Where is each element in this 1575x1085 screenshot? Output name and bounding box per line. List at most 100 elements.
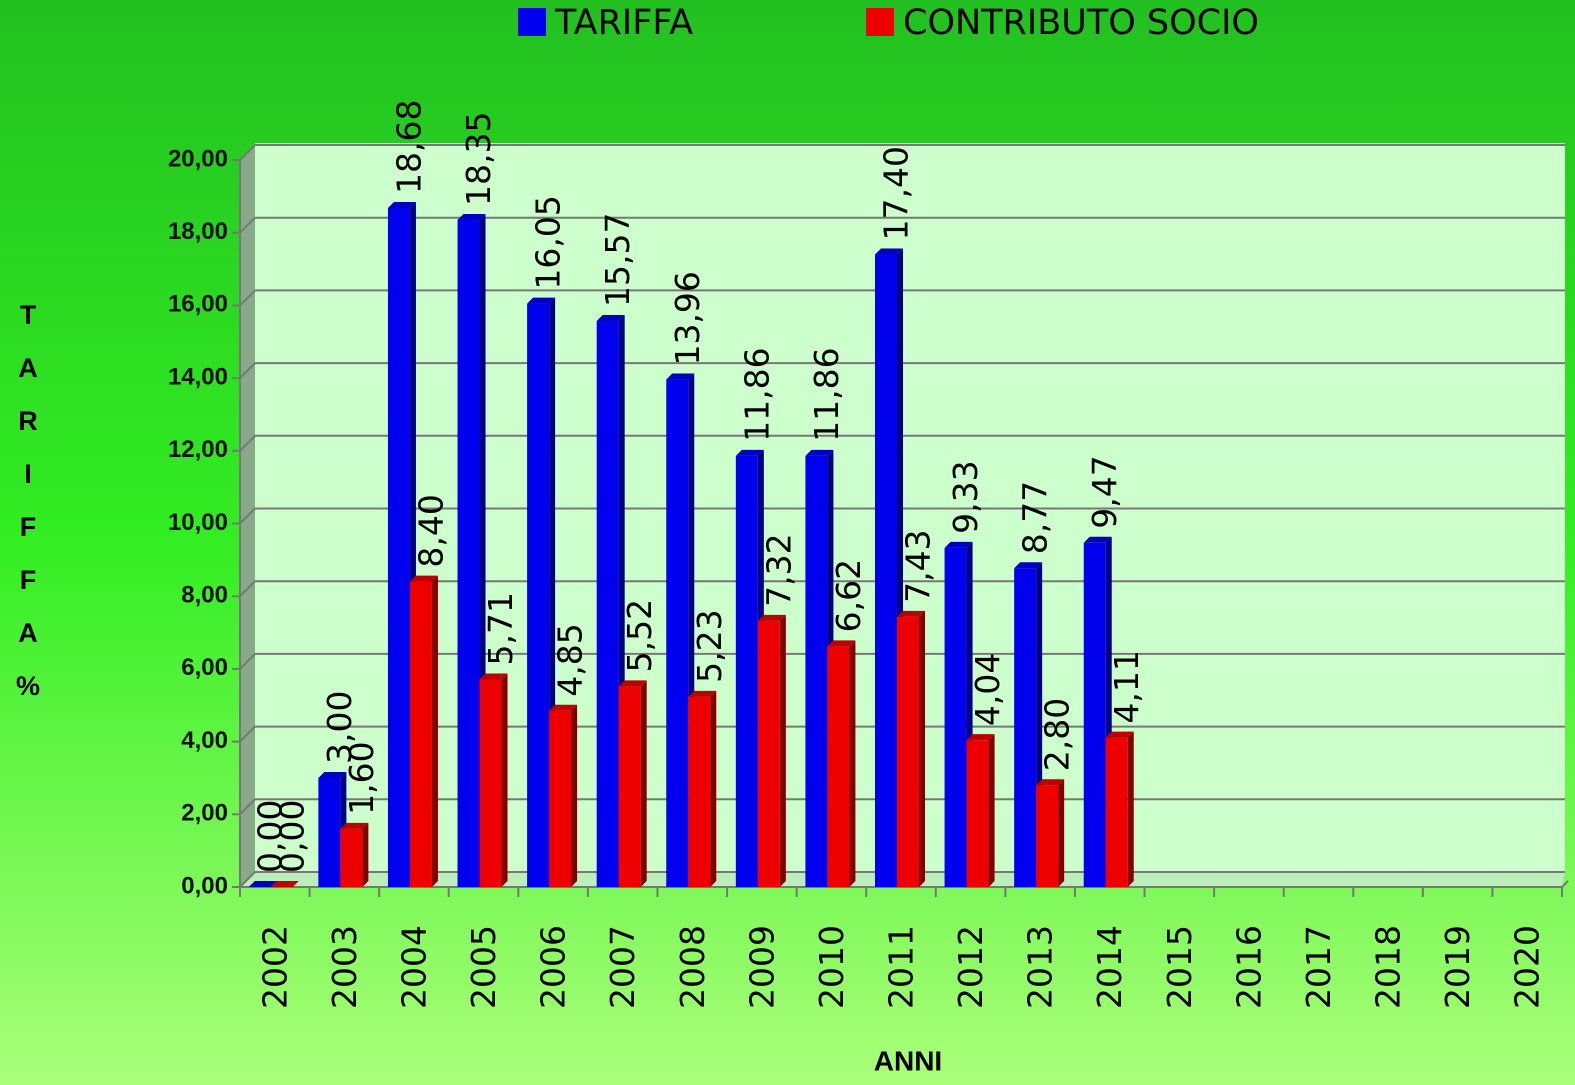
bar-face	[897, 616, 919, 887]
bar-face	[596, 315, 625, 322]
bar-face	[362, 822, 369, 887]
bar-face	[457, 219, 480, 888]
grid-line	[239, 580, 256, 597]
data-label: 4,11	[1107, 650, 1146, 723]
data-label: 4,85	[551, 623, 590, 696]
bar-face	[618, 686, 641, 887]
bar-face	[666, 373, 695, 380]
bar-face	[805, 449, 834, 456]
bar-face	[897, 610, 925, 617]
data-label: 11,86	[807, 347, 846, 441]
data-label: 16,05	[529, 195, 568, 289]
bar-face	[827, 646, 850, 887]
bar-face	[966, 734, 995, 741]
bar-face	[1105, 737, 1128, 887]
bar-face	[875, 254, 897, 887]
data-label: 7,32	[759, 533, 798, 606]
bar-face	[966, 740, 989, 887]
y-tick-label: 4,00	[181, 727, 228, 754]
bar-face	[779, 614, 786, 887]
bar	[827, 640, 856, 887]
bar-face	[571, 704, 578, 887]
data-label: 7,43	[899, 529, 938, 602]
bar	[549, 704, 578, 887]
data-label: 1,60	[342, 741, 381, 814]
data-label: 2,80	[1038, 698, 1077, 771]
bar-face	[387, 207, 410, 887]
y-tick-label: 14,00	[168, 363, 228, 390]
bar-face	[988, 734, 995, 887]
x-tick-label: 2005	[464, 925, 503, 1009]
bar-face	[1058, 779, 1065, 887]
legend-label: CONTRIBUTO SOCIO	[903, 3, 1259, 43]
data-label: 17,40	[877, 146, 916, 240]
y-tick-label: 0,00	[181, 872, 228, 899]
bar	[248, 881, 277, 887]
bar-face	[1105, 731, 1134, 738]
grid-line	[239, 362, 256, 379]
bar-face	[596, 321, 619, 887]
bar-face	[479, 673, 508, 680]
bar-face	[919, 610, 925, 887]
x-tick-label: 2009	[742, 925, 781, 1009]
bar-face	[805, 455, 828, 887]
bar-face	[1014, 562, 1043, 569]
x-tick-label: 2003	[325, 925, 364, 1009]
bar	[757, 614, 786, 887]
legend-swatch	[866, 8, 894, 36]
bar-face	[431, 575, 438, 887]
bar-face	[501, 673, 508, 887]
x-tick-label: 2012	[951, 925, 990, 1009]
x-tick-label: 2008	[673, 925, 712, 1009]
bar	[270, 881, 299, 887]
data-label: 0,00	[250, 800, 289, 873]
bar	[1036, 779, 1065, 887]
data-label: 15,57	[598, 213, 637, 307]
bar-face	[1014, 568, 1037, 887]
bar-face	[527, 303, 550, 887]
data-label: 8,40	[411, 494, 450, 567]
x-tick-label: 2016	[1229, 925, 1268, 1009]
data-label: 0,00	[272, 800, 311, 873]
x-tick-label: 2011	[882, 925, 921, 1009]
data-label: 8,77	[1016, 481, 1055, 554]
grid-line	[239, 798, 256, 816]
bar-face	[1083, 542, 1106, 887]
bar-face	[688, 696, 711, 887]
bar-face	[248, 881, 277, 887]
x-axis-title: ANNI	[874, 1045, 942, 1076]
grid-line	[239, 216, 256, 234]
y-axis-title: TARIFFA%	[13, 300, 43, 724]
bar	[1105, 731, 1134, 887]
grid-line	[239, 435, 256, 452]
bar-face	[618, 680, 647, 687]
bar-face	[1036, 785, 1059, 887]
grid-line	[239, 507, 256, 525]
data-label: 4,04	[968, 653, 1007, 726]
x-axis	[1561, 880, 1569, 888]
bar-face	[387, 201, 416, 208]
bar-face	[479, 679, 502, 887]
data-label: 13,96	[668, 271, 707, 365]
data-label: 9,33	[946, 460, 985, 533]
x-tick-label: 2004	[394, 925, 433, 1009]
legend-swatch	[518, 8, 546, 36]
y-tick-label: 18,00	[168, 218, 228, 245]
data-label: 9,47	[1085, 455, 1124, 528]
grid-line	[239, 653, 256, 670]
y-tick-label: 8,00	[181, 582, 228, 609]
x-tick-label: 2002	[255, 925, 294, 1009]
bar-face	[549, 710, 572, 887]
bar-face	[340, 822, 369, 829]
y-tick-label: 10,00	[168, 509, 228, 536]
bar-face	[757, 620, 780, 887]
bar	[966, 734, 995, 887]
bar-face	[735, 455, 758, 887]
data-label: 6,62	[829, 559, 868, 632]
bar-face	[1036, 779, 1065, 786]
data-label: 18,35	[459, 111, 498, 205]
bar-face	[318, 777, 341, 887]
x-tick-label: 2014	[1090, 925, 1129, 1009]
bar-face	[827, 640, 856, 647]
